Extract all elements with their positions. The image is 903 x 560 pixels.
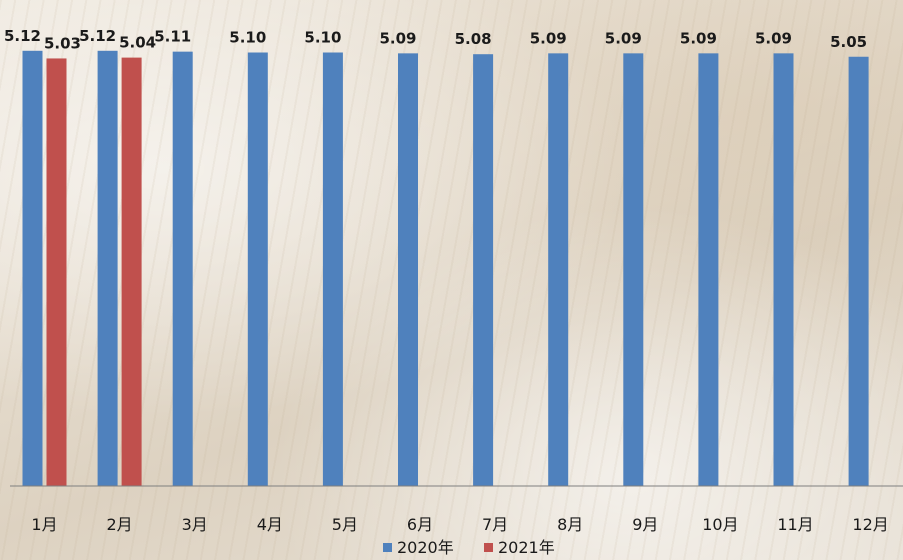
bar-s1-10: [698, 53, 719, 486]
x-tick-label-12: 12月: [852, 515, 888, 534]
data-label-s1-8: 5.09: [530, 29, 567, 47]
bar-s1-11: [773, 53, 794, 486]
x-tick-label-2: 2月: [107, 515, 133, 534]
x-tick-label-5: 5月: [332, 515, 358, 534]
legend-swatch-1: [383, 543, 392, 552]
x-tick-label-8: 8月: [557, 515, 583, 534]
data-label-s1-4: 5.10: [229, 29, 266, 47]
bar-s2-1: [46, 58, 67, 486]
bar-s2-2: [121, 57, 142, 486]
x-tick-label-1: 1月: [31, 515, 57, 534]
x-tick-label-7: 7月: [482, 515, 508, 534]
data-label-s1-2: 5.12: [79, 27, 116, 45]
bar-s1-3: [172, 51, 193, 487]
bar-s1-4: [247, 52, 268, 486]
x-tick-label-3: 3月: [182, 515, 208, 534]
bar-s1-6: [398, 53, 418, 486]
data-label-s1-9: 5.09: [605, 29, 642, 47]
data-label-s1-12: 5.05: [830, 33, 867, 51]
legend-label-2: 2021年: [498, 538, 555, 557]
bar-s1-7: [473, 54, 494, 486]
data-label-s1-10: 5.09: [680, 29, 717, 47]
x-tick-label-4: 4月: [257, 515, 283, 534]
bar-s1-8: [548, 53, 569, 486]
x-tick-label-11: 11月: [777, 515, 813, 534]
x-tick-label-6: 6月: [407, 515, 433, 534]
data-label-s1-3: 5.11: [154, 28, 191, 46]
x-tick-label-9: 9月: [632, 515, 658, 534]
data-label-s1-5: 5.10: [304, 29, 341, 47]
data-label-s1-11: 5.09: [755, 29, 792, 47]
legend-swatch-2: [484, 543, 493, 552]
data-label-s1-1: 5.12: [4, 27, 41, 45]
data-label-s2-2: 5.04: [119, 34, 156, 52]
bar-s1-5: [322, 52, 343, 486]
bar-s1-9: [623, 53, 644, 486]
data-label-s1-7: 5.08: [455, 30, 492, 48]
x-tick-label-10: 10月: [702, 515, 738, 534]
data-label-s1-6: 5.09: [379, 29, 416, 47]
bar-s1-2: [97, 50, 118, 487]
bar-s1-1: [22, 50, 43, 487]
data-label-s2-1: 5.03: [44, 34, 81, 52]
legend-label-1: 2020年: [397, 538, 454, 557]
bar-s1-12: [848, 56, 869, 486]
